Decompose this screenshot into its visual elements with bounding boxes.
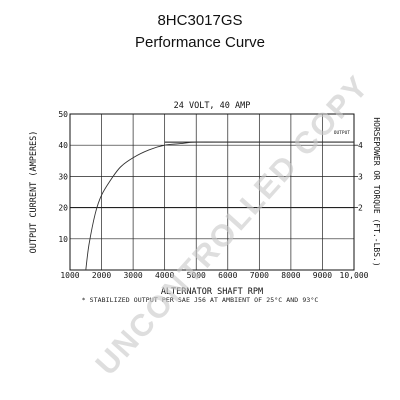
chart-title: 8HC3017GS — [157, 12, 243, 29]
y2-axis-ticks: 2 3 4 — [354, 141, 363, 213]
series-line-output — [85, 141, 354, 271]
series-label-output: OUTPUT — [334, 130, 351, 136]
y-axis-ticks: 10 20 30 40 50 — [58, 110, 68, 244]
plot-area — [69, 113, 355, 271]
x-axis-ticks: 1000 2000 3000 4000 5000 6000 7000 8000 9000 10,0… — [60, 271, 368, 280]
x-tick-label: 8000 — [281, 271, 300, 280]
y2-tick-label: 3 — [358, 172, 363, 181]
x-tick-label: 6000 — [218, 271, 237, 280]
y-axis-label: OUTPUT CURRENT (AMPERES) — [29, 131, 39, 254]
y-tick-label: 10 — [58, 235, 68, 244]
chart-subtitle: Performance Curve — [134, 34, 266, 51]
y-tick-label: 50 — [58, 110, 68, 119]
y2-tick-label: 2 — [358, 204, 363, 213]
x-tick-label: 1000 — [60, 271, 79, 280]
y-tick-label: 30 — [58, 172, 68, 181]
footnote: * STABILIZED OUTPUT PER SAE J56 AT AMBIE… — [81, 296, 319, 304]
x-tick-label: 10,000 — [340, 271, 369, 280]
x-axis-label: ALTERNATOR SHAFT RPM — [161, 287, 263, 297]
y2-axis-label: HORSEPOWER OR TORQUE (FT.-LBS.) — [372, 117, 381, 266]
series-layer: OUTPUT — [85, 130, 354, 271]
x-tick-label: 9000 — [313, 271, 332, 280]
y-tick-label: 20 — [58, 204, 68, 213]
chart-grid — [70, 114, 354, 270]
x-tick-label: 2000 — [92, 271, 111, 280]
x-tick-label: 7000 — [250, 271, 269, 280]
plot-title: 24 VOLT, 40 AMP — [174, 101, 251, 111]
y-tick-label: 40 — [58, 141, 68, 150]
y2-tick-label: 4 — [358, 141, 363, 150]
x-tick-label: 5000 — [187, 271, 206, 280]
x-tick-label: 3000 — [123, 271, 142, 280]
x-tick-label: 4000 — [155, 271, 174, 280]
